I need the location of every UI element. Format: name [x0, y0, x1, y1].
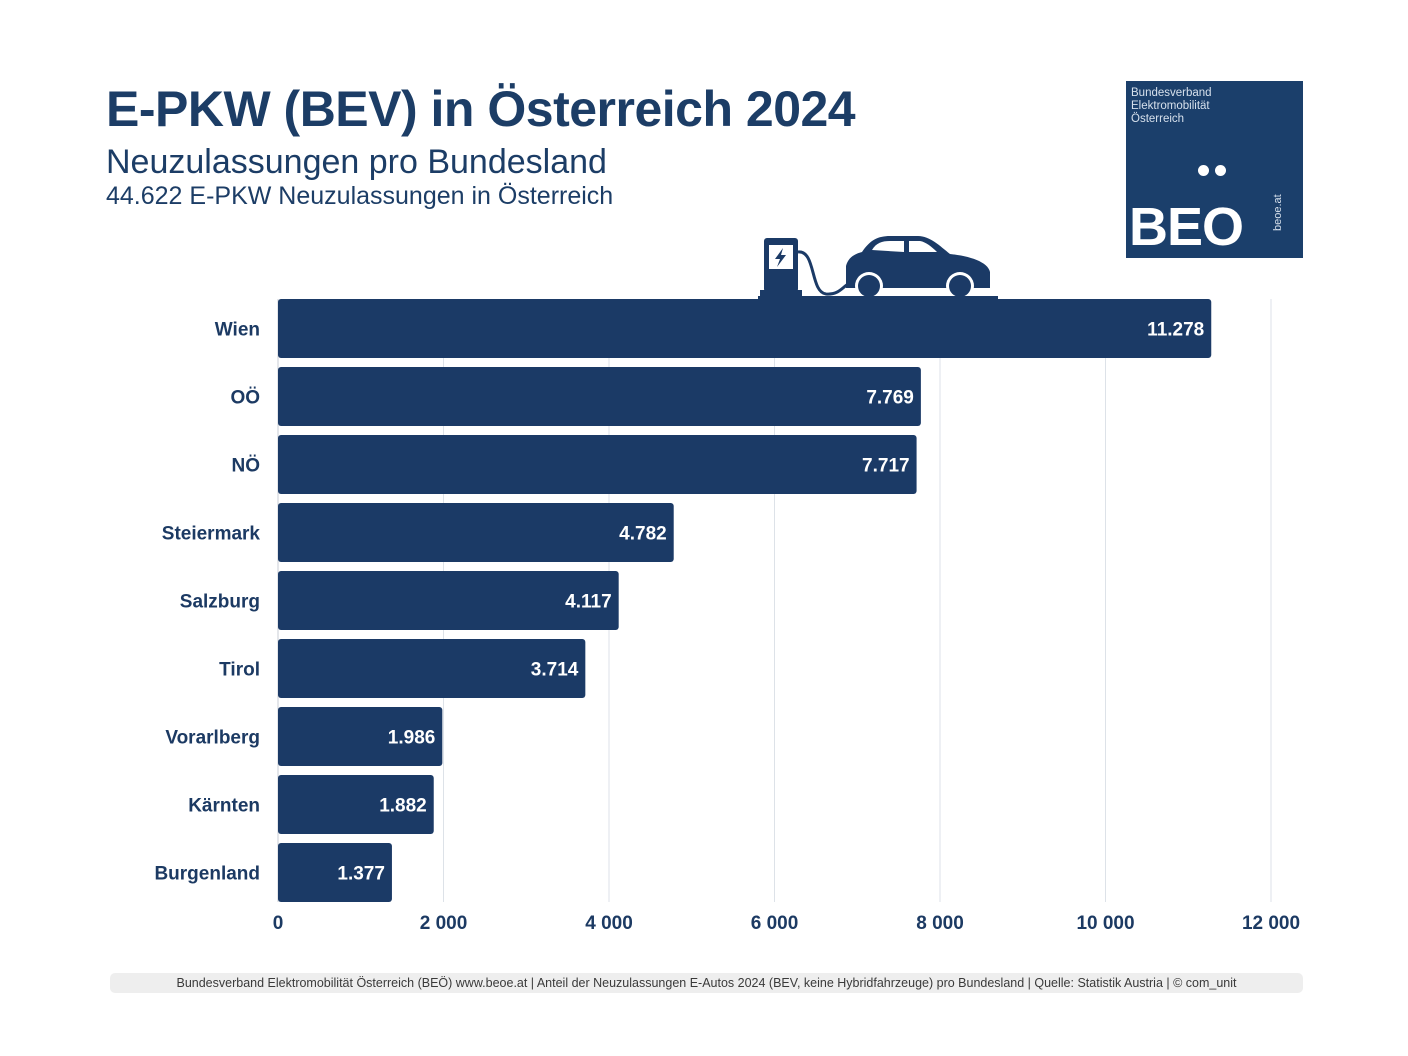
x-tick-label: 2 000 — [420, 913, 468, 934]
category-label: Salzburg — [180, 592, 260, 613]
bar — [278, 367, 921, 426]
logo-org-name: Bundesverband Elektromobilität Österreic… — [1131, 87, 1212, 126]
logo-org-line: Österreich — [1131, 113, 1185, 125]
logo-umlaut-dots — [1198, 165, 1234, 177]
x-axis-ticks: 0 2 000 4 000 6 000 8 000 10 000 12 000 — [273, 913, 1300, 934]
ev-charging-car-icon — [758, 236, 998, 300]
bar-value-label: 1.882 — [379, 796, 427, 817]
bar — [278, 571, 619, 630]
bar-value-label: 11.278 — [1147, 320, 1204, 341]
bar-value-label: 1.377 — [337, 864, 385, 885]
category-label: OÖ — [230, 388, 260, 409]
x-tick-label: 8 000 — [916, 913, 964, 934]
bar — [278, 707, 443, 766]
bar — [278, 299, 1212, 358]
bar-value-label: 4.117 — [565, 592, 612, 613]
bar — [278, 843, 392, 902]
x-tick-label: 0 — [273, 913, 284, 934]
bar-value-label: 7.769 — [866, 388, 914, 409]
bar-value-label: 3.714 — [531, 660, 579, 681]
x-tick-label: 6 000 — [751, 913, 799, 934]
chart-subtitle: Neuzulassungen pro Bundesland — [106, 143, 607, 181]
x-tick-label: 12 000 — [1242, 913, 1300, 934]
category-label: Burgenland — [154, 864, 260, 885]
category-label: Kärnten — [188, 796, 260, 817]
logo-mark: BEO — [1129, 197, 1244, 257]
category-label: Vorarlberg — [165, 728, 260, 749]
total-registrations: 44.622 E-PKW Neuzulassungen in Österreic… — [106, 182, 614, 210]
logo-org-line: Elektromobilität — [1131, 100, 1210, 112]
x-tick-label: 4 000 — [585, 913, 633, 934]
bar — [278, 503, 674, 562]
bar-value-label: 4.782 — [619, 524, 667, 545]
bar-value-label: 7.717 — [862, 456, 910, 477]
category-label: NÖ — [232, 456, 261, 477]
category-label: Wien — [215, 320, 260, 341]
bar — [278, 639, 586, 698]
category-labels: Wien OÖ NÖ Steiermark Salzburg Tirol Vorarlber… — [154, 320, 260, 885]
chart-title: E-PKW (BEV) in Österreich 2024 — [106, 81, 856, 137]
bars: 11.278 7.769 7.717 4.782 4.117 3.714 1.986 1.88… — [278, 299, 1212, 902]
bar — [278, 775, 434, 834]
category-label: Tirol — [219, 660, 260, 681]
bar-chart: 11.278 7.769 7.717 4.782 4.117 3.714 1.986 1.88… — [154, 299, 1300, 934]
x-tick-label: 10 000 — [1076, 913, 1134, 934]
beo-logo: Bundesverband Elektromobilität Österreic… — [1126, 81, 1303, 258]
category-label: Steiermark — [162, 524, 261, 545]
bar — [278, 435, 917, 494]
footer-source-note: Bundesverband Elektromobilität Österreic… — [110, 973, 1303, 993]
logo-org-line: Bundesverband — [1131, 87, 1212, 99]
bar-value-label: 1.986 — [388, 728, 436, 749]
